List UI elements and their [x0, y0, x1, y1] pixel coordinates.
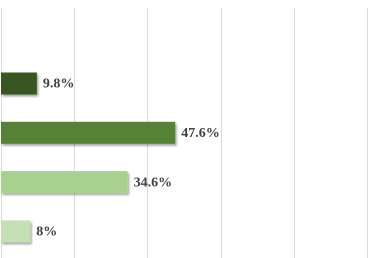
- data-label: 8%: [36, 225, 57, 240]
- bar: [1, 121, 176, 144]
- data-label: 34.6%: [134, 175, 173, 190]
- bar: [1, 72, 37, 95]
- data-label: 47.6%: [181, 126, 220, 141]
- bar: [1, 171, 128, 194]
- bar: [1, 220, 31, 243]
- data-label: 9.8%: [43, 77, 74, 92]
